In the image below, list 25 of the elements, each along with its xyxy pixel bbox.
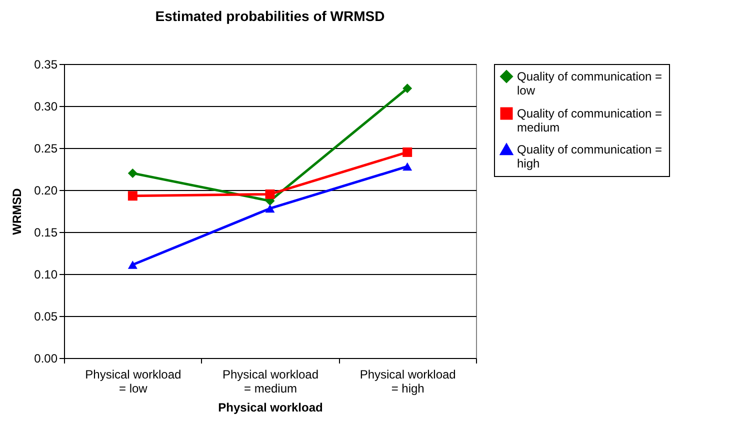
point	[128, 168, 138, 178]
point	[402, 147, 412, 157]
y-tick-label: 0.25	[34, 142, 58, 156]
x-tick-label: Physical workload = low	[85, 368, 182, 396]
x-tick-label: Physical workload = medium	[222, 368, 319, 396]
y-tick-label: 0.35	[34, 58, 58, 72]
point	[128, 191, 138, 201]
y-tick-label: 0.15	[34, 226, 58, 240]
point	[402, 84, 412, 94]
legend-label: Quality of communication = low	[517, 70, 662, 98]
y-tick-label: 0.00	[34, 352, 58, 366]
y-axis-title: WRMSD	[10, 188, 24, 235]
legend-label: Quality of communication = medium	[517, 106, 662, 134]
point	[128, 260, 138, 269]
x-axis-title: Physical workload	[218, 400, 323, 414]
legend-label: Quality of communication = high	[517, 142, 662, 170]
point	[265, 189, 275, 199]
point	[402, 162, 412, 171]
x-tick-label: Physical workload = high	[360, 368, 456, 396]
y-tick-label: 0.30	[34, 100, 58, 114]
y-tick-label: 0.10	[34, 268, 58, 282]
point	[265, 204, 275, 213]
chart-title: Estimated probabilities of WRMSD	[155, 8, 385, 24]
y-tick-label: 0.05	[34, 310, 58, 324]
y-tick-label: 0.20	[34, 184, 58, 198]
